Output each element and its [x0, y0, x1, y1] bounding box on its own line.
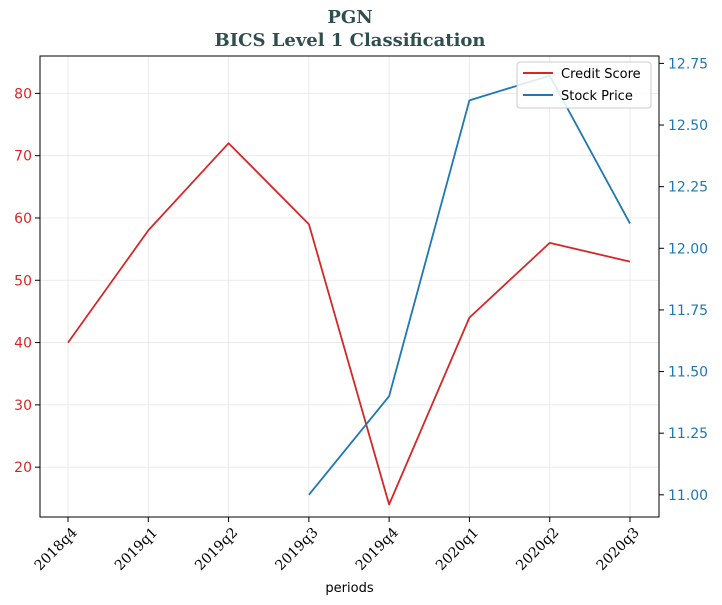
y-left-tick-label: 40 [14, 336, 32, 352]
x-axis-label: periods [325, 581, 373, 596]
x-tick-label: 2018q4 [32, 525, 81, 574]
y-right-tick-label: 11.75 [668, 303, 708, 319]
ticks: 2018q4 2019q1 2019q2 2019q3 2019q4 2020q1 2020… [14, 56, 708, 574]
legend-label-credit-score: Credit Score [561, 67, 641, 82]
chart-title: PGN [327, 7, 372, 28]
x-tick-label: 2019q2 [192, 525, 241, 574]
y-right-tick-label: 11.25 [668, 426, 708, 442]
grid [40, 56, 659, 517]
y-left-tick-label: 30 [14, 398, 32, 414]
series-line-stock-price [308, 74, 631, 496]
x-tick-label: 2019q1 [112, 525, 161, 574]
y-left-tick-label: 50 [14, 273, 32, 289]
y-left-tick-label: 60 [14, 211, 32, 227]
y-right-tick-label: 12.00 [668, 241, 708, 257]
y-left-tick-label: 20 [14, 460, 32, 476]
y-right-tick-label: 11.00 [668, 488, 708, 504]
y-right-tick-label: 12.50 [668, 118, 708, 134]
y-left-tick-label: 70 [14, 149, 32, 165]
y-left-tick-label: 80 [14, 86, 32, 102]
chart-subtitle: BICS Level 1 Classification [214, 30, 485, 51]
x-tick-label: 2020q1 [433, 525, 482, 574]
series-layer [67, 74, 631, 506]
y-right-tick-label: 11.50 [668, 365, 708, 381]
series-line-credit-score [67, 142, 631, 506]
x-tick-label: 2019q3 [272, 525, 321, 574]
legend: Credit Score Stock Price [516, 61, 652, 109]
x-tick-label: 2019q4 [353, 525, 402, 574]
legend-label-stock-price: Stock Price [561, 89, 633, 104]
y-right-tick-label: 12.25 [668, 180, 708, 196]
plot-frame [39, 55, 660, 518]
y-right-tick-label: 12.75 [668, 56, 708, 72]
x-tick-label: 2020q3 [594, 525, 643, 574]
x-tick-label: 2020q2 [513, 525, 562, 574]
